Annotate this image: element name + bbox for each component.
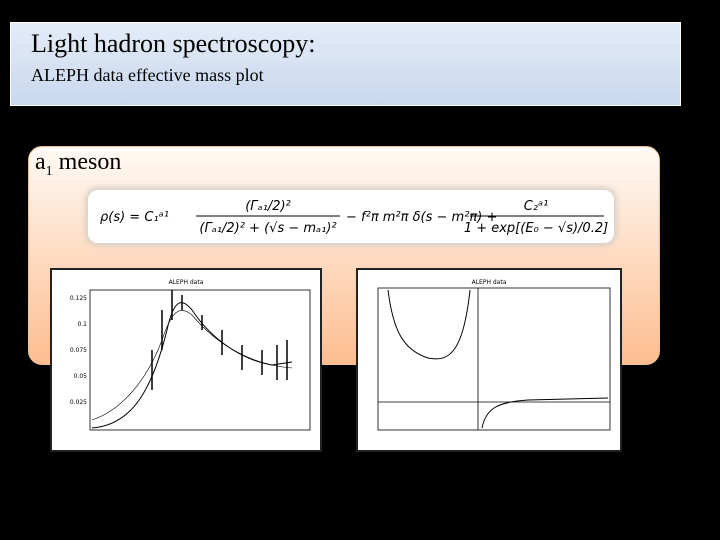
y-tick-label: 0.1 [77,321,87,328]
subscript: 1 [45,163,53,179]
formula: ρ(s) = C₁ᵃ¹ (Γₐ₁/2)² (Γₐ₁/2)² + (√s − mₐ… [100,199,608,236]
plot: ALEPH data 0.125 0.1 0.075 0.05 0.025 [70,279,311,431]
plot-title: ALEPH data [169,279,204,286]
formula-denominator: 1 + exp[(E₀ − √s)/0.2] [464,221,608,236]
title: Light hadron spectroscopy: [31,29,316,58]
formula-numerator: (Γₐ₁/2)² [245,199,291,214]
formula-middle: − f²π m²π δ(s − m²π) + [346,210,497,225]
plot-frame [377,287,611,431]
plot-image: ALEPH data [356,268,622,452]
plot-title: ALEPH data [472,279,507,286]
plot-frame [89,289,311,431]
formula-denominator: (Γₐ₁/2)² + (√s − mₐ₁)² [199,221,336,236]
curve [387,289,471,360]
error-bars [151,290,288,390]
heading-text: meson [58,149,122,175]
y-tick-label: 0.075 [70,347,87,354]
formula-lhs: ρ(s) = C₁ᵃ¹ [100,210,169,225]
model-curve [91,310,293,421]
plot-image: ALEPH data 0.125 0.1 0.075 0.05 0.025 [50,268,322,452]
formula-box: ρ(s) = C₁ᵃ¹ (Γₐ₁/2)² (Γₐ₁/2)² + (√s − mₐ… [88,190,614,243]
title-box: Light hadron spectroscopy: ALEPH data ef… [10,22,681,106]
symbol: a [35,149,46,175]
curve [481,397,609,429]
section-heading: a1 meson [35,149,121,180]
formula-numerator: C₂ᵃ¹ [524,199,549,214]
y-tick-label: 0.05 [74,373,88,380]
subtitle: ALEPH data effective mass plot [31,65,264,85]
y-tick-label: 0.025 [70,399,87,406]
plot: ALEPH data [377,279,611,431]
y-tick-label: 0.125 [70,295,87,302]
